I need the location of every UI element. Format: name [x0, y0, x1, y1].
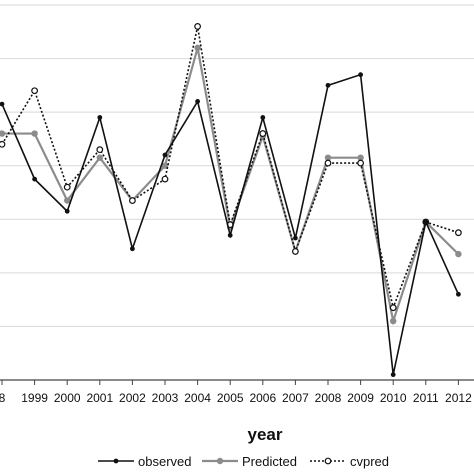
- data-point-observed-2011: [423, 219, 429, 225]
- data-point-cvpred-2004: [194, 23, 202, 30]
- data-point-cvpred-2009: [357, 159, 365, 167]
- legend-item-predicted: Predicted: [202, 454, 297, 469]
- data-point-observed-2012: [456, 291, 461, 297]
- legend-marker-observed: [113, 458, 119, 464]
- data-point-observed-2008: [325, 82, 331, 88]
- data-point-predicted-1999: [31, 130, 38, 137]
- data-point-predicted-2001: [96, 154, 104, 161]
- data-point-cvpred-2002: [128, 197, 136, 204]
- legend-label-observed: observed: [138, 454, 191, 469]
- data-point-cvpred-1999: [31, 87, 38, 95]
- data-point-cvpred-2001: [96, 146, 104, 154]
- data-point-predicted-2009: [357, 154, 364, 161]
- data-point-observed-2010: [390, 372, 396, 378]
- x-tick-label-2012: 2012: [445, 391, 472, 405]
- legend: observed Predicted cvpred: [98, 454, 389, 469]
- x-tick-label-2000: 2000: [54, 391, 81, 405]
- data-point-observed-2009: [358, 72, 363, 78]
- data-point-cvpred-2012: [455, 229, 462, 237]
- data-point-predicted-2012: [455, 250, 462, 258]
- series-lines: [0, 23, 462, 378]
- legend-marker-cvpred: [324, 457, 332, 465]
- x-tick-label-2003: 2003: [152, 391, 179, 405]
- x-tick-label-2008: 2008: [315, 391, 342, 405]
- x-tick-label-2006: 2006: [249, 391, 276, 405]
- data-point-observed-1998: [0, 101, 5, 107]
- gridlines: [0, 4, 474, 327]
- legend-marker-predicted: [216, 457, 224, 465]
- data-point-cvpred-2010: [389, 304, 397, 312]
- series-line-cvpred: [1, 26, 459, 311]
- series-cvpred: [0, 23, 462, 312]
- series-observed: [0, 72, 461, 378]
- data-point-observed-2000: [64, 208, 70, 214]
- data-point-cvpred-2008: [324, 159, 332, 167]
- x-tick-label-2011: 2011: [413, 391, 439, 405]
- data-point-cvpred-2007: [292, 248, 299, 255]
- data-point-observed-2003: [162, 152, 168, 158]
- x-tick-label-2004: 2004: [184, 391, 211, 405]
- legend-label-predicted: Predicted: [242, 454, 297, 469]
- x-tick-label-2007: 2007: [282, 391, 309, 405]
- data-point-observed-2004: [195, 99, 201, 104]
- data-point-predicted-2008: [324, 154, 332, 161]
- data-point-cvpred-2006: [259, 130, 267, 137]
- data-point-observed-2007: [293, 235, 298, 241]
- legend-item-cvpred: cvpred: [310, 454, 389, 469]
- data-point-cvpred-2003: [161, 175, 169, 183]
- data-point-cvpred-1998: [0, 140, 6, 148]
- x-tick-label-2001: 2001: [86, 391, 113, 405]
- data-point-observed-1999: [32, 176, 37, 182]
- legend-item-observed: observed: [98, 454, 191, 469]
- data-point-predicted-2003: [161, 162, 169, 169]
- x-tick-label-8: 8: [0, 391, 6, 405]
- data-point-predicted-2010: [390, 317, 397, 325]
- x-axis-title: year: [248, 425, 283, 444]
- x-tick-label-1999: 1999: [21, 391, 48, 405]
- legend-label-cvpred: cvpred: [350, 454, 389, 469]
- data-point-predicted-2004: [194, 44, 201, 52]
- data-point-predicted-1998: [0, 130, 6, 137]
- data-point-observed-2006: [260, 115, 266, 120]
- x-tick-label-2009: 2009: [347, 391, 374, 405]
- data-point-observed-2005: [227, 232, 233, 238]
- data-point-observed-2002: [130, 246, 135, 252]
- x-tick-label-2010: 2010: [380, 391, 407, 405]
- x-axis: [0, 379, 474, 385]
- x-tick-label-2002: 2002: [119, 391, 146, 405]
- x-tick-labels: 8 1999 2000 2001 2002 2003 2004 2005 2006 2007 200…: [0, 391, 472, 405]
- data-point-observed-2001: [97, 115, 103, 120]
- x-tick-label-2005: 2005: [217, 391, 244, 405]
- data-point-cvpred-2000: [63, 183, 71, 191]
- data-point-predicted-2000: [63, 197, 71, 204]
